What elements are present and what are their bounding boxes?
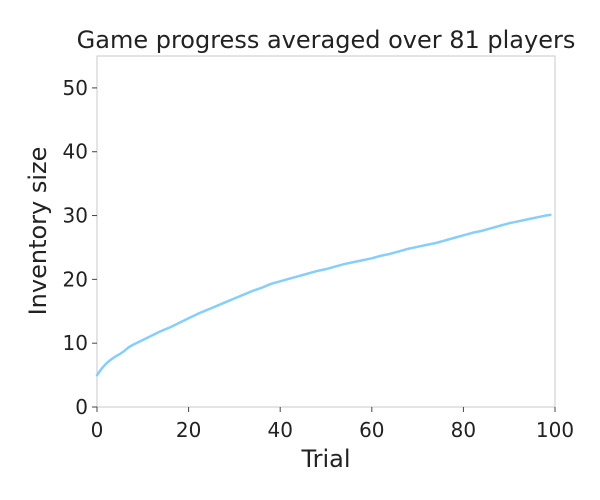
x-axis: 0 20 40 60 80 100 — [91, 407, 574, 442]
y-tick-label: 20 — [63, 267, 88, 291]
x-tick-label: 40 — [267, 418, 292, 442]
chart-title: Game progress averaged over 81 players — [77, 26, 576, 54]
plot-frame — [96, 55, 556, 408]
y-tick-label: 0 — [75, 395, 88, 419]
y-axis: 0 10 20 30 40 50 — [63, 76, 97, 419]
x-tick-label: 0 — [91, 418, 104, 442]
y-tick-label: 40 — [63, 140, 88, 164]
y-tick-label: 30 — [63, 204, 88, 228]
x-tick-label: 20 — [176, 418, 201, 442]
x-tick-label: 80 — [451, 418, 476, 442]
x-tick-label: 100 — [536, 418, 574, 442]
y-axis-label: Inventory size — [24, 147, 52, 316]
x-tick-label: 60 — [359, 418, 384, 442]
x-axis-label: Trial — [300, 445, 350, 473]
y-tick-label: 10 — [63, 331, 88, 355]
y-tick-label: 50 — [63, 76, 88, 100]
series-line — [95, 213, 552, 377]
